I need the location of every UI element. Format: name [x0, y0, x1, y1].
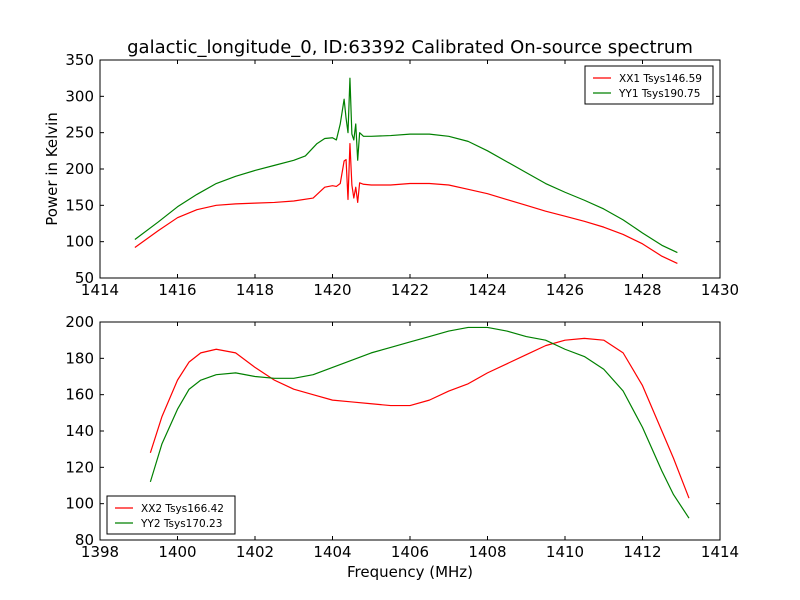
- top-legend: XX1 Tsys146.59 YY1 Tsys190.75: [584, 65, 714, 105]
- top-y-tick-label: 250: [65, 124, 94, 142]
- top-series-line-1: [134, 142, 678, 265]
- bottom-series-line-1: [149, 337, 690, 499]
- top-x-tick-label: 1430: [701, 281, 739, 299]
- top-x-tick-label: 1426: [546, 281, 584, 299]
- top-y-axis-label: Power in Kelvin: [43, 112, 61, 226]
- top-x-tick-label: 1420: [313, 281, 351, 299]
- top-x-tick-label: 1422: [391, 281, 429, 299]
- top-x-tick-label: 1418: [236, 281, 274, 299]
- bottom-y-tick-label: 80: [75, 531, 94, 549]
- top-x-tick-label: 1424: [468, 281, 506, 299]
- bottom-x-tick-label: 1410: [546, 543, 584, 561]
- bottom-x-tick-label: 1400: [158, 543, 196, 561]
- top-legend-label-1: XX1 Tsys146.59: [619, 73, 702, 85]
- top-plot: 1414 1416 1418 1420 1422 1424 1426 1428 1430 50 10…: [65, 51, 739, 299]
- bottom-legend: XX2 Tsys166.42 YY2 Tsys170.23: [106, 495, 236, 535]
- top-x-tick-label: 1414: [81, 281, 119, 299]
- bottom-legend-label-1: XX2 Tsys166.42: [141, 503, 224, 515]
- top-legend-label-2: YY1 Tsys190.75: [618, 88, 700, 100]
- top-y-tick-label: 300: [65, 87, 94, 105]
- bottom-x-tick-label: 1408: [468, 543, 506, 561]
- bottom-y-tick-label: 200: [65, 313, 94, 331]
- bottom-x-tick-label: 1404: [313, 543, 351, 561]
- top-y-tick-label: 100: [65, 233, 94, 251]
- bottom-x-tick-label: 1414: [701, 543, 739, 561]
- top-y-tick-label: 200: [65, 160, 94, 178]
- bottom-legend-label-2: YY2 Tsys170.23: [140, 518, 222, 530]
- top-legend-box: [584, 65, 714, 105]
- bottom-y-tick-label: 120: [65, 458, 94, 476]
- bottom-x-tick-label: 1412: [623, 543, 661, 561]
- bottom-legend-box: [106, 495, 236, 535]
- bottom-y-tick-label: 160: [65, 386, 94, 404]
- bottom-y-tick-label: 140: [65, 422, 94, 440]
- bottom-plot: 1398 1400 1402 1404 1406 1408 1410 1412 1414 80 10…: [65, 313, 739, 561]
- bottom-y-tick-label: 100: [65, 495, 94, 513]
- chart-title: galactic_longitude_0, ID:63392 Calibrate…: [127, 37, 693, 58]
- bottom-x-tick-label: 1406: [391, 543, 429, 561]
- top-y-tick-label: 350: [65, 51, 94, 69]
- bottom-y-tick-label: 180: [65, 349, 94, 367]
- bottom-x-tick-label: 1402: [236, 543, 274, 561]
- bottom-series-line-2: [149, 326, 690, 519]
- top-x-tick-label: 1428: [623, 281, 661, 299]
- top-series-line-2: [134, 77, 678, 254]
- top-x-tick-label: 1416: [158, 281, 196, 299]
- top-y-tick-label: 50: [75, 269, 94, 287]
- top-y-tick-label: 150: [65, 196, 94, 214]
- bottom-x-tick-label: 1398: [81, 543, 119, 561]
- bottom-x-axis-label: Frequency (MHz): [347, 563, 473, 581]
